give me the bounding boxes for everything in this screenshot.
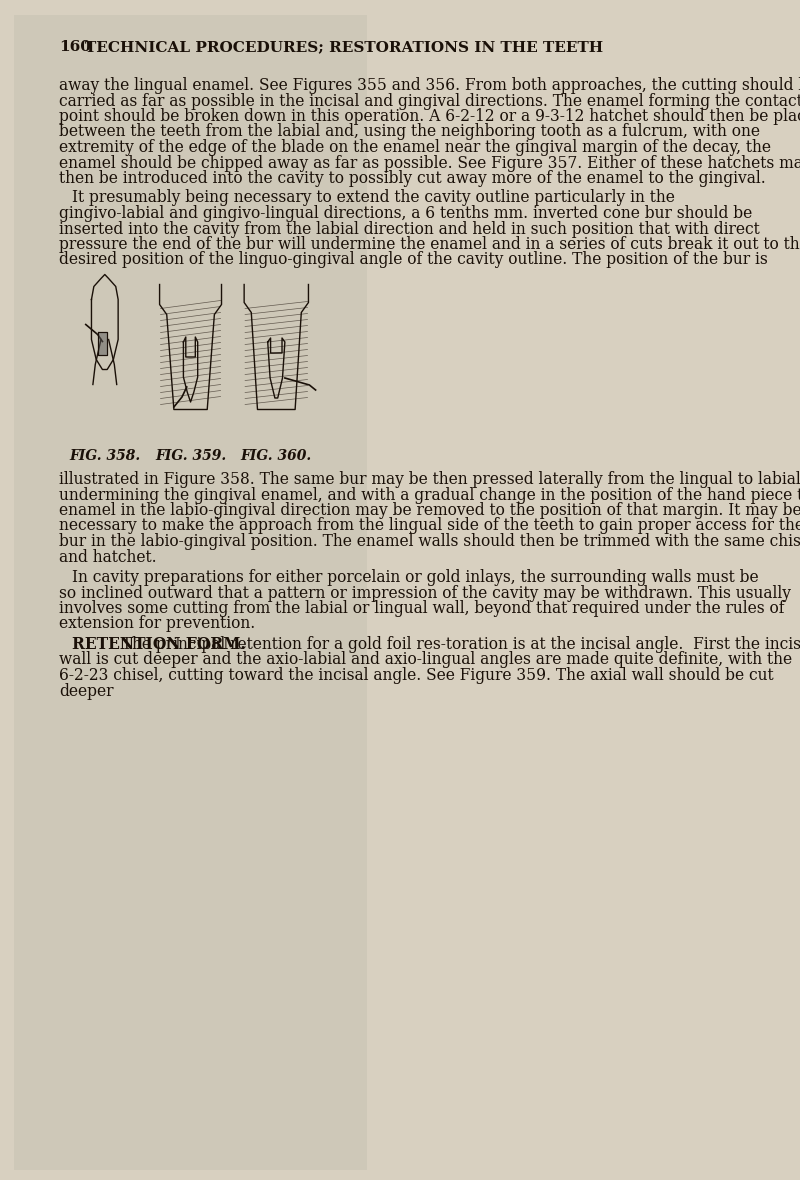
- Polygon shape: [98, 332, 107, 354]
- Text: RETENTION FORM.: RETENTION FORM.: [73, 636, 246, 653]
- Text: pressure the end of the bur will undermine the enamel and in a series of cuts br: pressure the end of the bur will undermi…: [59, 236, 800, 253]
- Text: point should be broken down in this operation. A 6-2-12 or a 9-3-12 hatchet shou: point should be broken down in this oper…: [59, 109, 800, 125]
- Text: deeper: deeper: [59, 682, 114, 700]
- Text: between the teeth from the labial and, using the neighboring tooth as a fulcrum,: between the teeth from the labial and, u…: [59, 124, 760, 140]
- Text: carried as far as possible in the incisal and gingival directions. The enamel fo: carried as far as possible in the incisa…: [59, 92, 800, 110]
- Text: undermining the gingival enamel, and with a gradual change in the position of th: undermining the gingival enamel, and wit…: [59, 486, 800, 504]
- Text: TECHNICAL PROCEDURES; RESTORATIONS IN THE TEETH: TECHNICAL PROCEDURES; RESTORATIONS IN TH…: [86, 40, 603, 54]
- Text: 160: 160: [59, 40, 91, 54]
- Text: so inclined outward that a pattern or impression of the cavity may be withdrawn.: so inclined outward that a pattern or im…: [59, 584, 791, 602]
- Text: It presumably being necessary to extend the cavity outline particularly in the: It presumably being necessary to extend …: [73, 190, 675, 206]
- Text: inserted into the cavity from the labial direction and held in such position tha: inserted into the cavity from the labial…: [59, 221, 760, 237]
- Text: illustrated in Figure 358. The same bur may be then pressed laterally from the l: illustrated in Figure 358. The same bur …: [59, 471, 800, 489]
- Text: bur in the labio-gingival position. The enamel walls should then be trimmed with: bur in the labio-gingival position. The …: [59, 533, 800, 550]
- Text: The principal retention for a gold foil res­toration is at the incisal angle.  F: The principal retention for a gold foil …: [113, 636, 800, 653]
- Text: away the lingual enamel. See Figures 355 and 356. From both approaches, the cutt: away the lingual enamel. See Figures 355…: [59, 77, 800, 94]
- Text: extension for prevention.: extension for prevention.: [59, 616, 255, 632]
- Text: FIG. 358.: FIG. 358.: [69, 450, 141, 463]
- Text: gingivo-labial and gingivo-lingual directions, a 6 tenths mm. inverted cone bur : gingivo-labial and gingivo-lingual direc…: [59, 205, 752, 222]
- Text: In cavity preparations for either porcelain or gold inlays, the surrounding wall: In cavity preparations for either porcel…: [73, 569, 759, 586]
- Text: necessary to make the approach from the lingual side of the teeth to gain proper: necessary to make the approach from the …: [59, 518, 800, 535]
- Text: and hatchet.: and hatchet.: [59, 549, 157, 565]
- Text: FIG. 360.: FIG. 360.: [241, 450, 312, 463]
- Text: wall is cut deeper and the axio-labial and axio-lingual angles are made quite de: wall is cut deeper and the axio-labial a…: [59, 651, 792, 669]
- Text: enamel in the labio-gingival direction may be removed to the position of that ma: enamel in the labio-gingival direction m…: [59, 502, 800, 519]
- Text: extremity of the edge of the blade on the enamel near the gingival margin of the: extremity of the edge of the blade on th…: [59, 139, 771, 156]
- Text: FIG. 359.: FIG. 359.: [155, 450, 226, 463]
- Text: then be introduced into the cavity to possibly cut away more of the enamel to th: then be introduced into the cavity to po…: [59, 170, 766, 186]
- Text: 6-2-23 chisel, cutting toward the incisal angle. See Figure 359. The axial wall : 6-2-23 chisel, cutting toward the incisa…: [59, 667, 774, 684]
- Text: involves some cutting from the labial or lingual wall, beyond that required unde: involves some cutting from the labial or…: [59, 599, 785, 617]
- Text: desired position of the linguo-gingival angle of the cavity outline. The positio: desired position of the linguo-gingival …: [59, 251, 768, 269]
- Text: enamel should be chipped away as far as possible. See Figure 357. Either of thes: enamel should be chipped away as far as …: [59, 155, 800, 171]
